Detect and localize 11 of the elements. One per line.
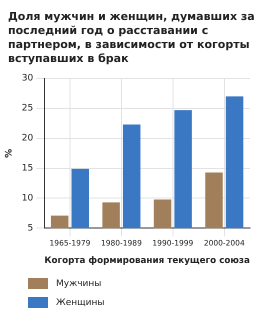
x-axis-title: Когорта формирования текущего союза xyxy=(44,256,250,266)
y-tick-label: 25 xyxy=(22,104,34,114)
y-tick-label: 5 xyxy=(28,224,34,234)
y-tick-label: 10 xyxy=(22,194,34,204)
y-tick-label: 30 xyxy=(22,74,34,84)
legend-label: Мужчины xyxy=(56,278,102,288)
chart-title: Доля мужчин и женщин, думавших за последний год о расставании с партнером, в зависимости от когорты вступавших в брак xyxy=(7,9,256,67)
y-tick-label: 15 xyxy=(22,164,34,174)
y-axis-title: % xyxy=(4,148,15,158)
legend-label: Женщины xyxy=(56,298,104,308)
y-tick-label: 20 xyxy=(22,134,34,144)
